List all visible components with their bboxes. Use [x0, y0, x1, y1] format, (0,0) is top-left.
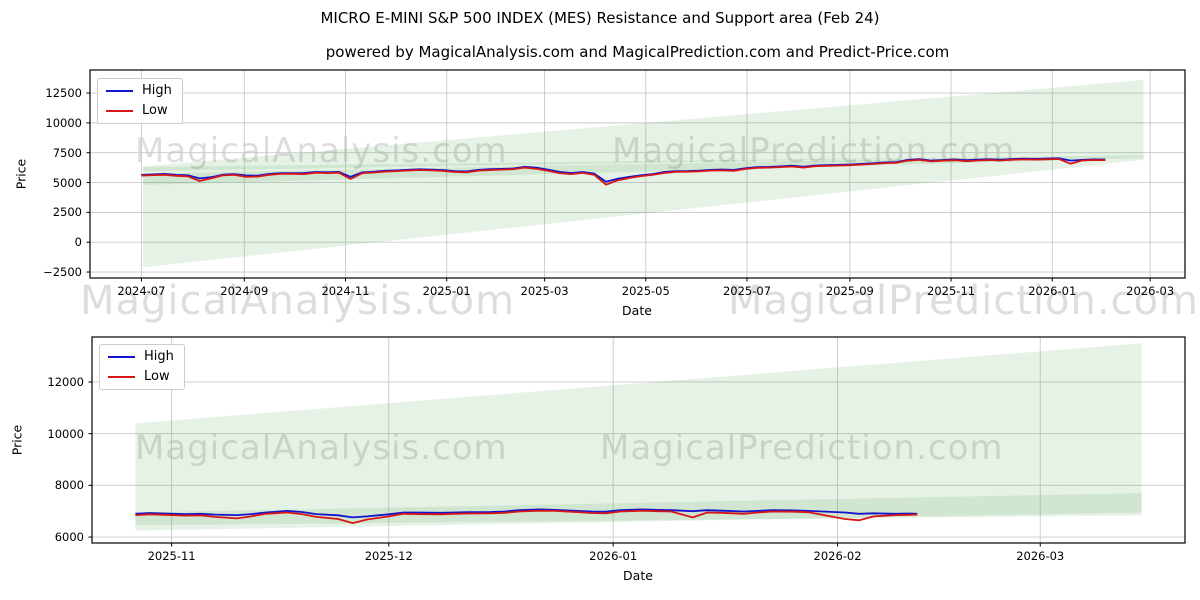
- series-line-low: [141, 158, 1106, 186]
- high-line-swatch: [108, 356, 135, 358]
- legend-item-high: High: [106, 84, 172, 98]
- high-line-swatch: [106, 90, 133, 92]
- band-support-wedge: [143, 155, 1144, 268]
- figure-subtitle: powered by MagicalAnalysis.com and Magic…: [325, 43, 950, 61]
- series-line-high: [135, 508, 918, 519]
- plot-border: [89, 69, 1186, 279]
- legend-bottom-chart: High Low: [99, 344, 185, 390]
- low-line-swatch: [108, 376, 135, 378]
- x-axis-label-top: Date: [622, 303, 652, 318]
- x-axis-label-bottom: Date: [623, 568, 653, 583]
- legend-label-low: Low: [142, 103, 168, 118]
- legend-label-high: High: [142, 83, 172, 98]
- legend-item-low: Low: [106, 104, 172, 118]
- legend-top-chart: High Low: [97, 78, 183, 124]
- legend-item-low: Low: [108, 370, 174, 384]
- figure-title: MICRO E-MINI S&P 500 INDEX (MES) Resista…: [320, 9, 880, 27]
- legend-label-high: High: [144, 349, 174, 364]
- legend-label-low: Low: [144, 369, 170, 384]
- y-axis-label-bottom: Price: [9, 424, 25, 456]
- series-line-low: [135, 509, 918, 524]
- legend-item-high: High: [108, 350, 174, 364]
- band-resistance-wedge: [135, 343, 1142, 531]
- band-resistance-wedge: [143, 79, 1144, 172]
- low-line-swatch: [106, 110, 133, 112]
- plot-border: [91, 336, 1186, 544]
- y-axis-label-top: Price: [13, 158, 29, 190]
